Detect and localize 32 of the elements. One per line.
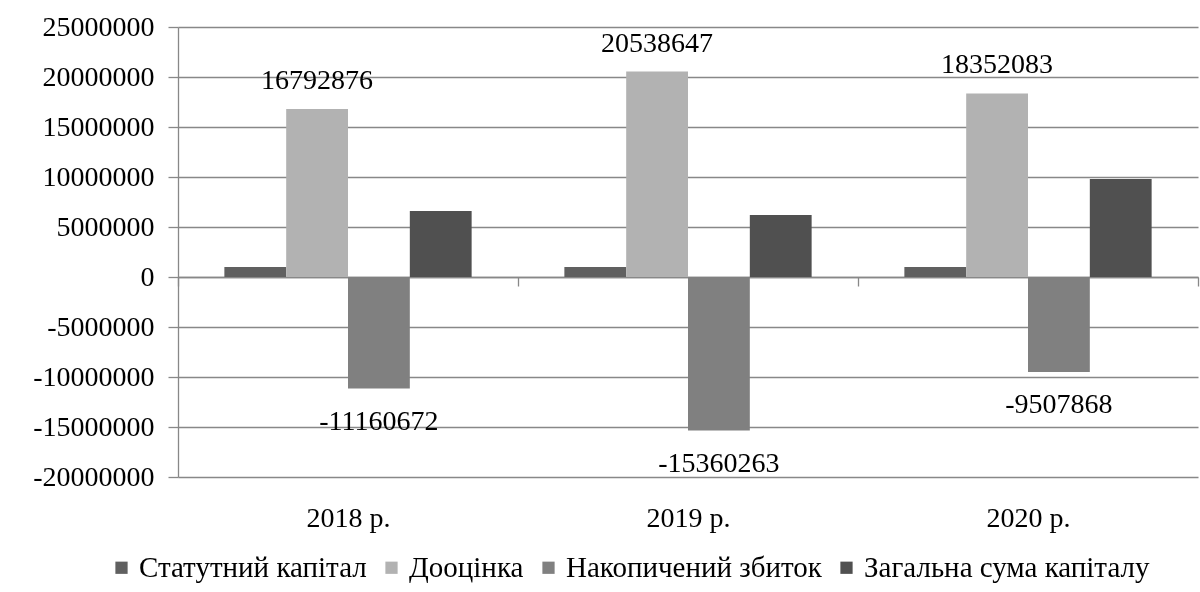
y-tick-label: -5000000 [47,310,155,342]
legend-label: Загальна сума капіталу [864,550,1150,583]
y-tick-label: -10000000 [33,360,155,392]
data-label: -11160672 [319,404,439,436]
bar [966,93,1028,277]
bar [626,71,688,277]
x-tick-label: 2019 р. [646,501,731,533]
bar [904,267,967,277]
y-tick-label: 25000000 [42,10,155,42]
y-tick-label: 15000000 [42,110,155,142]
data-label: 20538647 [601,26,714,58]
data-label: 18352083 [941,48,1054,80]
y-tick-label: -20000000 [33,460,155,492]
x-tick-label: 2020 р. [986,501,1071,533]
x-tick-label: 2018 р. [306,501,391,533]
legend-label: Дооцінка [409,550,524,583]
data-label: 16792876 [261,64,374,96]
y-tick-label: -15000000 [33,410,155,442]
bar [749,215,812,277]
y-tick-label: 5000000 [56,210,155,242]
bar [286,109,348,277]
bar [409,211,472,277]
data-label: -9507868 [1005,388,1113,420]
bar [1089,179,1152,277]
data-label: -15360263 [658,446,780,478]
y-tick-label: 20000000 [42,60,155,92]
y-tick-label: 0 [140,260,155,292]
bar [564,267,627,277]
legend-label: Накопичений збиток [566,550,823,583]
bar [224,267,287,277]
legend-label: Статутний капітал [139,550,367,583]
y-tick-label: 10000000 [42,160,155,192]
